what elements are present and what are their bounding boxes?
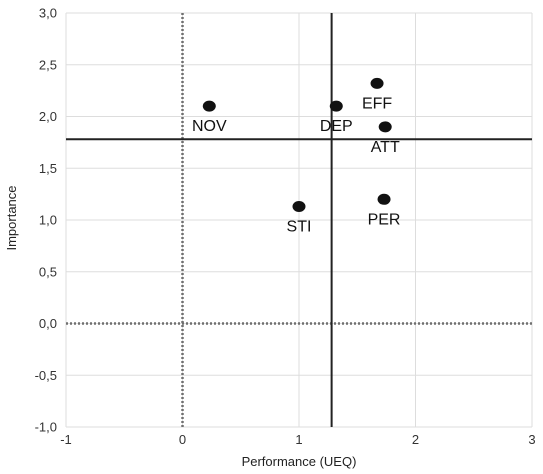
- y-tick-label: 0,5: [39, 264, 57, 279]
- x-axis-ticks: -1 0 1 2 3: [60, 432, 535, 447]
- data-point-sti: [292, 201, 306, 213]
- data-point-nov: [202, 100, 216, 112]
- y-axis-label: Importance: [4, 185, 19, 250]
- gridlines: [65, 12, 533, 428]
- data-label-eff: EFF: [362, 95, 392, 112]
- y-tick-label: 1,5: [39, 161, 57, 176]
- y-tick-label: 0,0: [39, 316, 57, 331]
- y-tick-label: 2,0: [39, 109, 57, 124]
- data-label-att: ATT: [371, 139, 400, 156]
- x-tick-label: 2: [412, 432, 419, 447]
- x-tick-label: 1: [295, 432, 302, 447]
- y-axis-ticks: -1,0 -0,5 0,0 0,5 1,0 1,5 2,0 2,5 3,0: [35, 6, 57, 435]
- point-labels: NOV DEP EFF ATT STI PER: [192, 95, 401, 235]
- y-tick-label: 3,0: [39, 6, 57, 21]
- y-tick-label: 2,5: [39, 57, 57, 72]
- data-point-eff: [370, 77, 384, 89]
- x-axis-label: Performance (UEQ): [242, 454, 357, 469]
- reference-lines: [66, 13, 532, 427]
- data-label-nov: NOV: [192, 118, 227, 135]
- x-tick-label: 3: [528, 432, 535, 447]
- data-point-att: [378, 121, 392, 133]
- y-tick-label: 1,0: [39, 213, 57, 228]
- data-point-per: [377, 193, 391, 205]
- y-tick-label: -1,0: [35, 420, 57, 435]
- data-label-per: PER: [368, 211, 401, 228]
- data-point-dep: [329, 100, 343, 112]
- data-label-sti: STI: [287, 219, 312, 236]
- y-tick-label: -0,5: [35, 368, 57, 383]
- x-tick-label: -1: [60, 432, 72, 447]
- data-label-dep: DEP: [320, 118, 353, 135]
- data-points: [202, 77, 392, 213]
- x-tick-label: 0: [179, 432, 186, 447]
